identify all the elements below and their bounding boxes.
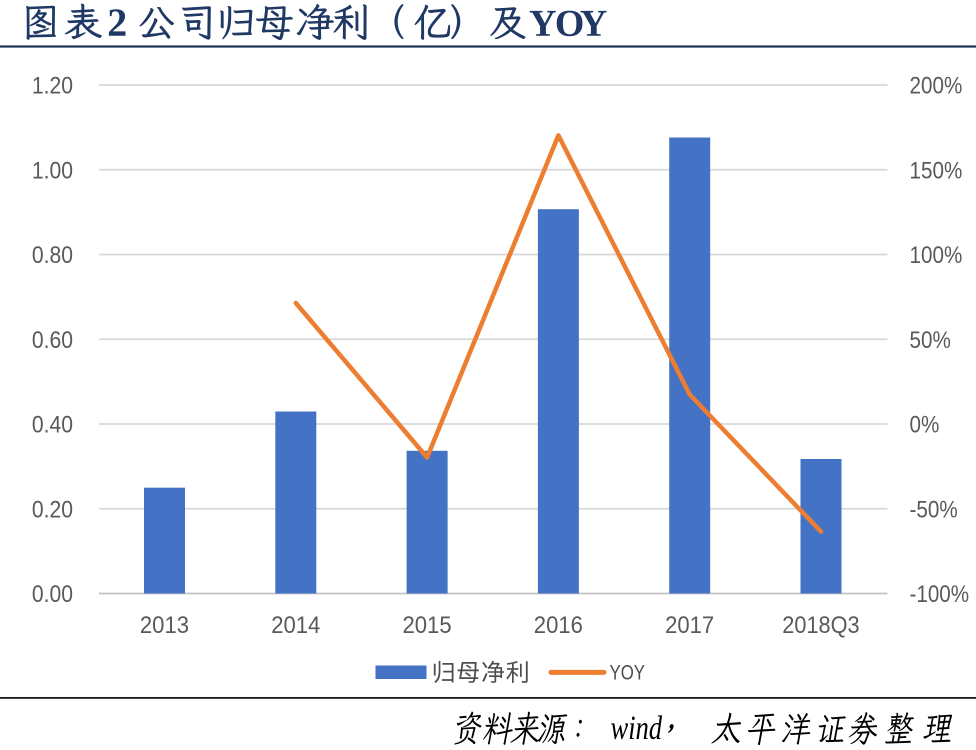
svg-text:0.80: 0.80 bbox=[32, 242, 73, 269]
svg-text:2013: 2013 bbox=[140, 612, 189, 639]
svg-text:-50%: -50% bbox=[910, 496, 958, 523]
svg-text:50%: 50% bbox=[910, 327, 951, 354]
svg-text:-100%: -100% bbox=[910, 581, 970, 608]
svg-text:0.00: 0.00 bbox=[32, 581, 73, 608]
svg-text:100%: 100% bbox=[910, 242, 963, 269]
svg-text:200%: 200% bbox=[910, 73, 963, 100]
svg-text:0%: 0% bbox=[910, 412, 940, 439]
svg-text:0.40: 0.40 bbox=[32, 412, 73, 439]
svg-text:2018Q3: 2018Q3 bbox=[782, 612, 859, 639]
svg-text:1.20: 1.20 bbox=[32, 73, 73, 100]
svg-text:2017: 2017 bbox=[665, 612, 714, 639]
svg-text:150%: 150% bbox=[910, 157, 963, 184]
svg-text:YOY: YOY bbox=[610, 662, 646, 685]
svg-text:0.20: 0.20 bbox=[32, 496, 73, 523]
svg-text:1.00: 1.00 bbox=[32, 157, 73, 184]
svg-text:2014: 2014 bbox=[271, 612, 320, 639]
svg-text:2016: 2016 bbox=[534, 612, 583, 639]
svg-text:0.60: 0.60 bbox=[32, 327, 73, 354]
svg-text:2015: 2015 bbox=[403, 612, 452, 639]
